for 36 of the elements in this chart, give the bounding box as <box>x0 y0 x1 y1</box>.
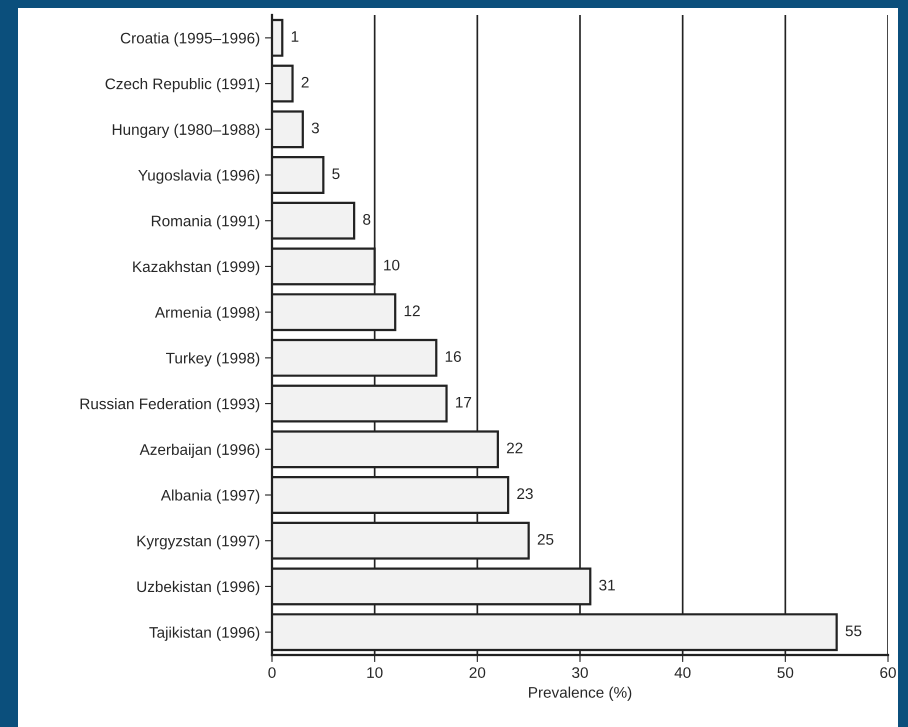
y-tick-label: Uzbekistan (1996) <box>137 580 260 596</box>
data-label: 25 <box>538 534 554 545</box>
y-tick-label: Albania (1997) <box>160 489 260 504</box>
y-tick-label: Armenia (1998) <box>154 306 260 321</box>
data-label: 55 <box>846 626 862 636</box>
data-label: 12 <box>404 305 420 316</box>
y-tick-label: Hungary (1980–1988) <box>112 124 260 138</box>
x-axis-title: Prevalence (%) <box>529 686 632 701</box>
data-label: 1 <box>292 31 298 42</box>
data-label: 10 <box>384 260 400 271</box>
data-label: 2 <box>302 76 309 88</box>
data-label: 17 <box>456 397 472 408</box>
x-tick-label: 20 <box>470 667 486 678</box>
y-tick-label: Yugoslavia (1996) <box>138 169 260 184</box>
data-label: 3 <box>312 122 319 134</box>
y-tick-label: Russian Federation (1993) <box>80 398 260 412</box>
x-tick-label: 10 <box>367 667 383 678</box>
y-tick-label: Czech Republic (1991) <box>106 78 260 92</box>
x-tick-label: 50 <box>777 667 794 678</box>
y-tick-label: Kyrgyzstan (1997) <box>137 535 260 550</box>
data-label: 8 <box>363 214 370 225</box>
data-label: 16 <box>446 351 461 362</box>
y-tick-label: Kazakhstan (1999) <box>133 260 260 276</box>
y-tick-label: Turkey (1998) <box>166 352 260 367</box>
data-label: 23 <box>517 488 533 500</box>
y-tick-label: Tajikistan (1996) <box>149 626 260 641</box>
y-tick-label: Romania (1991) <box>152 215 260 230</box>
data-label: 31 <box>599 580 615 591</box>
x-tick-label: 40 <box>674 667 691 678</box>
x-tick-label: 60 <box>880 667 896 678</box>
data-label: 5 <box>332 168 340 180</box>
y-tick-label: Croatia (1995–1996) <box>120 32 260 47</box>
x-tick-label: 30 <box>572 667 588 678</box>
data-label: 22 <box>506 442 522 454</box>
y-tick-label: Azerbaijan (1996) <box>140 444 260 458</box>
x-tick-label: 0 <box>268 667 276 678</box>
